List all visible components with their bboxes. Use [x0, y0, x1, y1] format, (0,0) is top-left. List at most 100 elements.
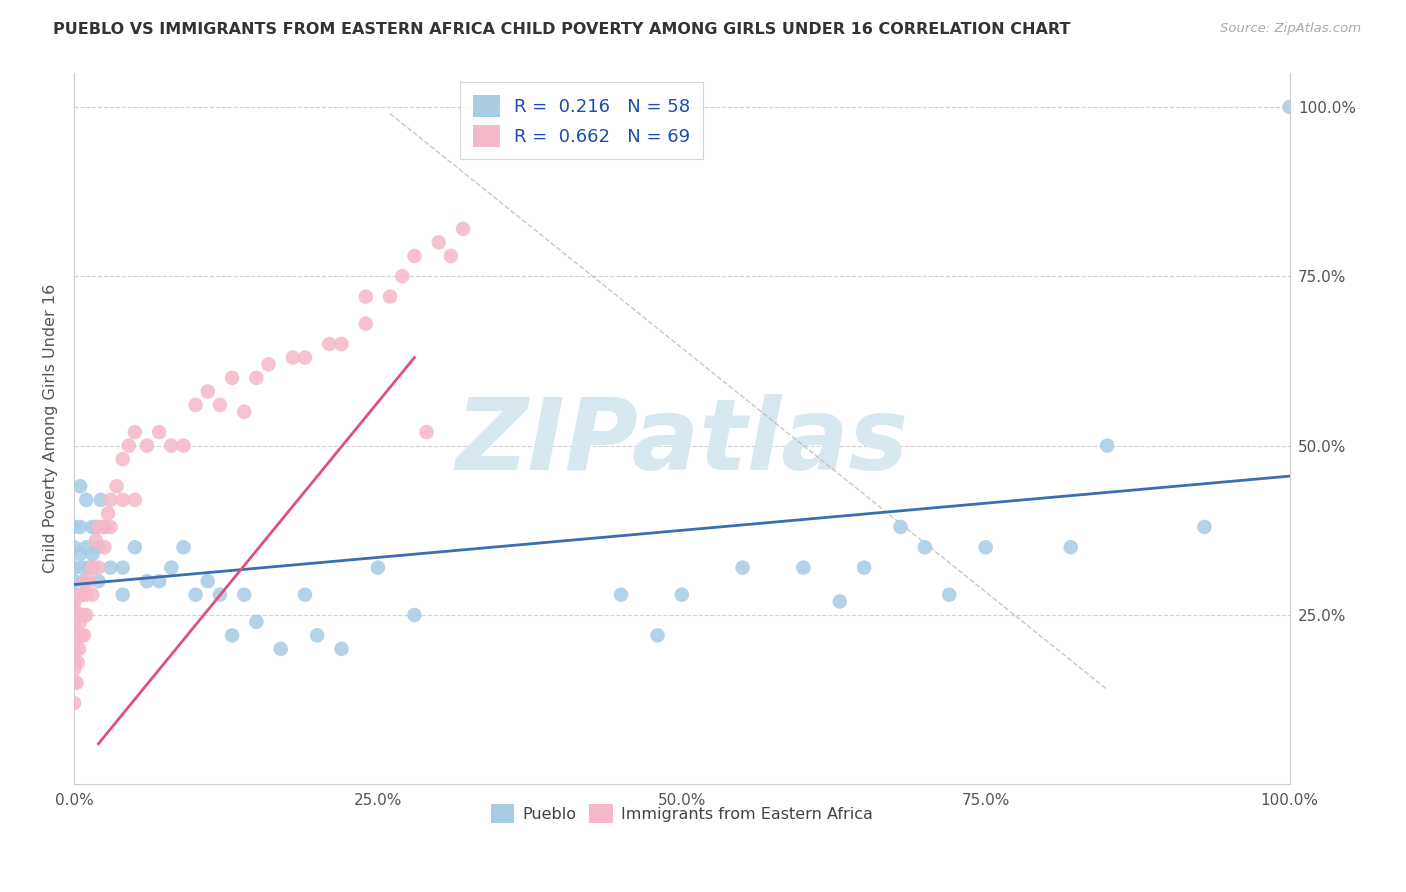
Point: [66, 656, 89, 670]
Point: [105, 479, 128, 493]
Point: [87, 541, 110, 555]
Legend: Pueblo, Immigrants from Eastern Africa: Pueblo, Immigrants from Eastern Africa: [484, 797, 880, 830]
Point: [124, 425, 146, 439]
Point: [208, 588, 231, 602]
Point: [63, 601, 86, 615]
Point: [70, 607, 93, 622]
Point: [1278, 100, 1301, 114]
Point: [208, 398, 231, 412]
Point: [974, 541, 997, 555]
Point: [1095, 439, 1118, 453]
Point: [69, 588, 91, 602]
Point: [330, 337, 353, 351]
Point: [307, 628, 329, 642]
Point: [93, 520, 115, 534]
Point: [111, 492, 134, 507]
Point: [148, 574, 170, 589]
Point: [233, 405, 256, 419]
Point: [63, 622, 86, 636]
Point: [731, 560, 754, 574]
Point: [82, 560, 104, 574]
Point: [245, 615, 267, 629]
Point: [63, 656, 86, 670]
Point: [69, 479, 91, 493]
Point: [93, 520, 115, 534]
Point: [221, 371, 243, 385]
Point: [111, 452, 134, 467]
Point: [427, 235, 450, 250]
Point: [100, 520, 122, 534]
Text: Source: ZipAtlas.com: Source: ZipAtlas.com: [1220, 22, 1361, 36]
Point: [82, 520, 104, 534]
Point: [245, 371, 267, 385]
Point: [69, 615, 91, 629]
Point: [69, 628, 91, 642]
Point: [197, 384, 219, 399]
Point: [69, 547, 91, 561]
Point: [451, 222, 474, 236]
Point: [65, 675, 87, 690]
Point: [111, 588, 134, 602]
Point: [75, 607, 97, 622]
Point: [63, 628, 86, 642]
Point: [73, 574, 96, 589]
Y-axis label: Child Poverty Among Girls Under 16: Child Poverty Among Girls Under 16: [44, 284, 58, 574]
Point: [75, 541, 97, 555]
Text: PUEBLO VS IMMIGRANTS FROM EASTERN AFRICA CHILD POVERTY AMONG GIRLS UNDER 16 CORR: PUEBLO VS IMMIGRANTS FROM EASTERN AFRICA…: [53, 22, 1071, 37]
Point: [63, 662, 86, 676]
Point: [82, 588, 104, 602]
Point: [136, 439, 159, 453]
Point: [118, 439, 141, 453]
Point: [792, 560, 814, 574]
Point: [197, 574, 219, 589]
Point: [318, 337, 340, 351]
Point: [294, 588, 316, 602]
Point: [82, 547, 104, 561]
Point: [160, 439, 183, 453]
Point: [270, 641, 292, 656]
Point: [367, 560, 389, 574]
Point: [67, 641, 90, 656]
Point: [354, 289, 377, 303]
Point: [610, 588, 633, 602]
Point: [647, 628, 669, 642]
Point: [294, 351, 316, 365]
Point: [63, 594, 86, 608]
Point: [75, 492, 97, 507]
Point: [63, 574, 86, 589]
Point: [73, 628, 96, 642]
Point: [100, 492, 122, 507]
Point: [63, 615, 86, 629]
Point: [404, 607, 426, 622]
Point: [63, 560, 86, 574]
Point: [330, 641, 353, 656]
Point: [111, 560, 134, 574]
Point: [354, 317, 377, 331]
Point: [73, 574, 96, 589]
Point: [77, 574, 100, 589]
Point: [890, 520, 912, 534]
Point: [378, 289, 401, 303]
Point: [828, 594, 851, 608]
Point: [671, 588, 693, 602]
Point: [914, 541, 936, 555]
Point: [63, 607, 86, 622]
Point: [938, 588, 960, 602]
Point: [172, 439, 194, 453]
Point: [124, 492, 146, 507]
Point: [83, 560, 105, 574]
Point: [72, 560, 94, 574]
Point: [257, 357, 280, 371]
Point: [90, 492, 112, 507]
Point: [184, 588, 207, 602]
Point: [853, 560, 876, 574]
Point: [87, 520, 110, 534]
Point: [93, 541, 115, 555]
Point: [415, 425, 437, 439]
Point: [63, 675, 86, 690]
Point: [221, 628, 243, 642]
Point: [233, 588, 256, 602]
Point: [440, 249, 463, 263]
Point: [63, 520, 86, 534]
Point: [100, 560, 122, 574]
